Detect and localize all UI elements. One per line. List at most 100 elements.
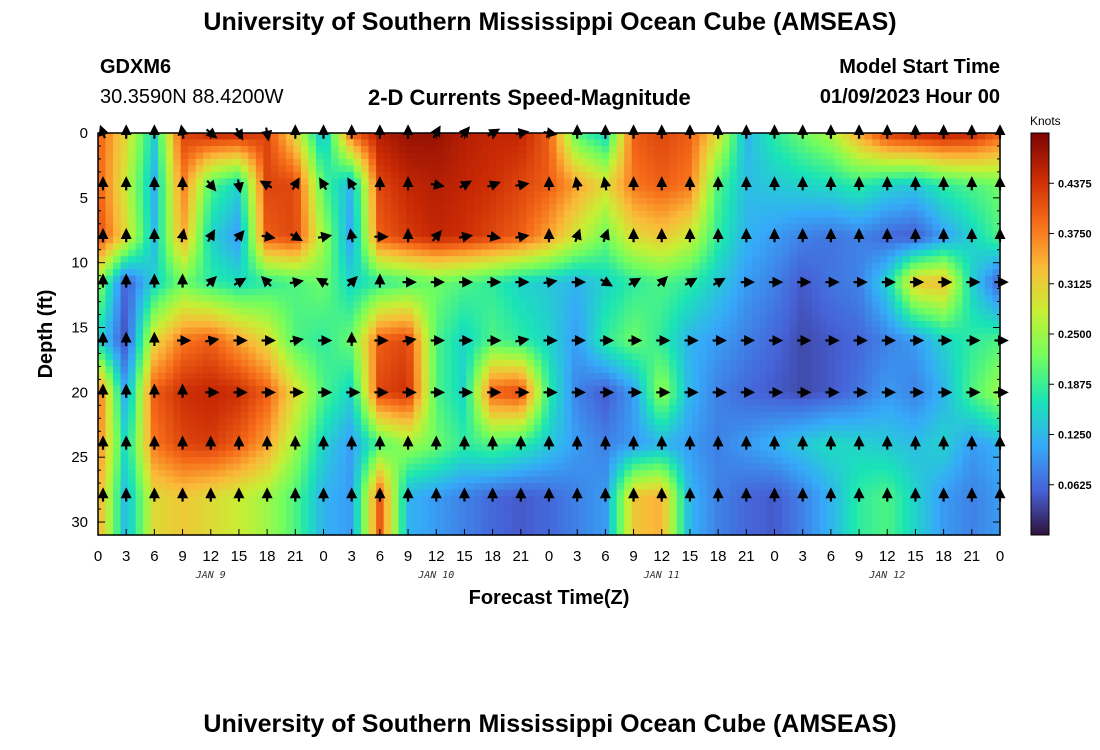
heatmap-cell: [248, 359, 257, 368]
heatmap-cell: [797, 165, 806, 173]
heatmap-cell: [195, 353, 204, 361]
heatmap-cell: [98, 204, 107, 212]
heatmap-cell: [308, 204, 317, 212]
heatmap-cell: [729, 327, 738, 335]
heatmap-cell: [143, 353, 152, 361]
heatmap-cell: [98, 308, 107, 316]
heatmap-cell: [143, 184, 152, 192]
heatmap-cell: [766, 308, 776, 316]
heatmap-cell: [932, 178, 941, 186]
heatmap-cell: [428, 314, 437, 322]
heatmap-cell: [842, 308, 851, 316]
heatmap-cell: [609, 327, 618, 335]
heatmap-cell: [488, 262, 497, 270]
heatmap-cell: [721, 217, 730, 225]
heatmap-cell: [421, 133, 430, 141]
heatmap-cell: [488, 327, 497, 335]
heatmap-cell: [398, 158, 407, 167]
heatmap-cell: [721, 295, 730, 303]
heatmap-cell: [451, 249, 460, 257]
heatmap-cell: [173, 327, 182, 335]
heatmap-cell: [541, 308, 550, 316]
heatmap-cell: [977, 308, 986, 316]
heatmap-cell: [128, 321, 137, 329]
heatmap-cell: [143, 243, 152, 251]
heatmap-cell: [721, 353, 730, 361]
heatmap-cell: [428, 184, 437, 192]
heatmap-cell: [699, 178, 708, 186]
heatmap-cell: [624, 288, 633, 296]
heatmap-cell: [729, 308, 738, 316]
heatmap-cell: [128, 171, 137, 179]
heatmap-cell: [654, 392, 663, 400]
heatmap-cell: [421, 204, 430, 212]
heatmap-cell: [579, 197, 588, 205]
heatmap-cell: [954, 321, 964, 329]
heatmap-cell: [751, 301, 761, 309]
heatmap-cell: [887, 295, 896, 303]
heatmap-cell: [406, 158, 415, 167]
heatmap-cell: [624, 346, 633, 355]
heatmap-cell: [128, 210, 137, 218]
heatmap-cell: [421, 158, 430, 167]
heatmap-cell: [323, 372, 332, 380]
heatmap-cell: [684, 158, 693, 167]
heatmap-cell: [579, 223, 588, 231]
heatmap-cell: [992, 346, 1001, 355]
heatmap-cell: [278, 133, 287, 141]
heatmap-cell: [616, 184, 625, 192]
heatmap-cell: [879, 366, 888, 374]
heatmap-cell: [105, 223, 114, 231]
heatmap-cell: [564, 223, 573, 231]
heatmap-cell: [113, 288, 122, 296]
heatmap-cell: [834, 165, 843, 173]
heatmap-cell: [579, 308, 588, 316]
heatmap-cell: [248, 385, 257, 393]
heatmap-cell: [255, 249, 264, 257]
heatmap-cell: [759, 334, 768, 342]
heatmap-cell: [962, 139, 971, 147]
heatmap-cell: [308, 236, 317, 244]
heatmap-cell: [143, 314, 152, 322]
heatmap-cell: [195, 295, 204, 303]
heatmap-cell: [331, 398, 340, 406]
heatmap-cell: [518, 269, 528, 277]
heatmap-cell: [113, 275, 122, 283]
heatmap-cell: [601, 152, 610, 160]
heatmap-cell: [706, 223, 715, 231]
heatmap-cell: [699, 191, 708, 199]
heatmap-cell: [263, 288, 272, 296]
heatmap-cell: [218, 308, 227, 316]
heatmap-cell: [346, 171, 355, 179]
heatmap-cell: [233, 152, 242, 160]
heatmap-cell: [165, 359, 174, 368]
heatmap-cell: [210, 308, 219, 316]
heatmap-cell: [849, 145, 858, 154]
heatmap-cell: [443, 372, 452, 380]
heatmap-cell: [481, 353, 490, 361]
heatmap-cell: [285, 165, 295, 173]
heatmap-cell: [924, 372, 933, 380]
heatmap-cell: [173, 249, 182, 257]
heatmap-cell: [706, 171, 715, 179]
heatmap-cell: [624, 139, 633, 147]
heatmap-cell: [368, 178, 377, 186]
heatmap-cell: [579, 327, 588, 335]
heatmap-cell: [428, 275, 437, 283]
heatmap-cell: [158, 275, 167, 283]
heatmap-cell: [210, 353, 219, 361]
heatmap-cell: [616, 249, 625, 257]
heatmap-cell: [346, 152, 355, 160]
heatmap-cell: [541, 269, 550, 277]
heatmap-cell: [173, 256, 182, 264]
heatmap-cell: [315, 301, 325, 309]
heatmap-cell: [736, 178, 746, 186]
heatmap-cell: [225, 204, 234, 212]
heatmap-cell: [473, 314, 482, 322]
heatmap-cell: [473, 398, 482, 406]
heatmap-cell: [691, 321, 700, 329]
heatmap-cell: [751, 359, 761, 368]
heatmap-cell: [263, 249, 272, 257]
heatmap-cell: [503, 372, 513, 380]
heatmap-cell: [579, 152, 588, 160]
